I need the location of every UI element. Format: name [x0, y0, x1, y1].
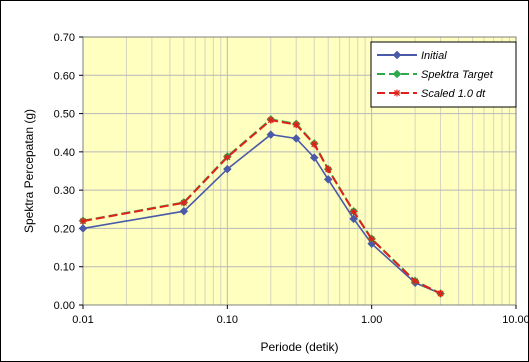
data-point — [222, 164, 232, 174]
data-point — [350, 208, 358, 216]
data-point — [291, 134, 301, 143]
data-point — [323, 175, 333, 184]
y-tick-label: 0.50 — [54, 109, 75, 121]
x-tick-label: 0.01 — [72, 314, 93, 326]
data-point — [267, 116, 275, 124]
y-tick-label: 0.30 — [54, 185, 75, 197]
data-point — [368, 235, 376, 243]
y-tick-label: 0.60 — [54, 70, 75, 82]
y-tick-label: 0.00 — [54, 300, 75, 312]
y-axis-label: Spektra Percepatan (g) — [22, 109, 36, 233]
data-point — [309, 153, 319, 162]
y-tick-label: 0.10 — [54, 262, 75, 274]
series-layer — [78, 114, 445, 298]
legend-item: Spektra Target — [377, 69, 494, 81]
data-point — [324, 165, 332, 173]
x-axis-label: Periode (detik) — [260, 340, 338, 354]
data-point — [266, 130, 276, 139]
data-point — [223, 153, 231, 161]
legend-item: Initial — [377, 50, 447, 62]
y-tick-label: 0.20 — [54, 223, 75, 235]
plot-border — [82, 36, 517, 306]
x-axis: 0.01 0.10 1.00 10.00 — [72, 305, 529, 326]
legend-label: Scaled 1.0 dt — [421, 88, 486, 100]
data-point — [349, 214, 358, 224]
legend: Initial Spektra Target Scaled 1.0 dt — [370, 41, 517, 108]
data-point — [179, 206, 189, 216]
data-point — [292, 121, 300, 129]
x-tick-label: 0.10 — [217, 314, 238, 326]
legend-label: Initial — [421, 50, 447, 62]
legend-item: Scaled 1.0 dt — [377, 88, 486, 100]
y-axis: 0.00 0.10 0.20 0.30 0.40 0.50 0.60 0.70 — [54, 32, 83, 312]
legend-label: Spektra Target — [421, 69, 494, 81]
legend-marker — [393, 89, 401, 97]
x-tick-label: 1.00 — [361, 314, 382, 326]
x-tick-label: 10.00 — [502, 314, 529, 326]
data-point — [78, 224, 88, 233]
y-tick-label: 0.70 — [54, 32, 75, 44]
legend-marker — [392, 69, 402, 79]
data-point — [310, 140, 318, 148]
data-point — [437, 290, 445, 298]
data-point — [411, 277, 419, 285]
legend-marker — [392, 50, 402, 60]
data-point — [79, 217, 87, 225]
y-tick-label: 0.40 — [54, 147, 75, 159]
series-scaled-1-0-dt — [79, 116, 445, 298]
grid — [82, 36, 516, 306]
data-point — [180, 199, 188, 207]
